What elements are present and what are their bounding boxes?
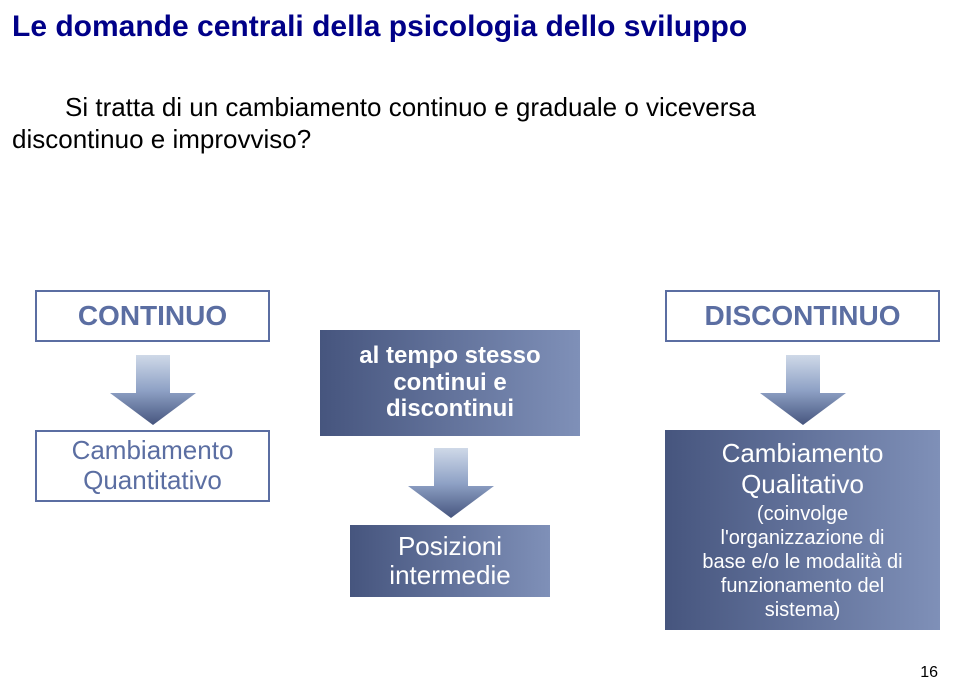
quant-line2: Quantitativo xyxy=(83,466,222,496)
middle-arrow-down-icon xyxy=(408,448,494,518)
qual-line4: l'organizzazione di xyxy=(721,526,885,550)
cambiamento-quantitativo-box: Cambiamento Quantitativo xyxy=(35,430,270,502)
continuo-label-box: CONTINUO xyxy=(35,290,270,342)
body-text-line1: Si tratta di un cambiamento continuo e g… xyxy=(65,92,756,123)
page-number: 16 xyxy=(920,664,938,682)
mid-bot-line1: Posizioni xyxy=(398,532,502,561)
al-tempo-stesso-box: al tempo stesso continui e discontinui xyxy=(320,330,580,436)
left-arrow-down-icon xyxy=(110,355,196,425)
right-arrow-down-icon xyxy=(760,355,846,425)
body-text-line2: discontinuo e improvviso? xyxy=(12,124,311,155)
qual-line3: (coinvolge xyxy=(757,502,848,526)
mid-top-line1: al tempo stesso xyxy=(359,343,540,369)
mid-top-line3: discontinui xyxy=(386,396,514,422)
quant-line1: Cambiamento xyxy=(72,436,234,466)
cambiamento-qualitativo-box: Cambiamento Qualitativo (coinvolge l'org… xyxy=(665,430,940,630)
mid-top-line2: continui e xyxy=(393,370,506,396)
page-title: Le domande centrali della psicologia del… xyxy=(12,10,747,44)
discontinuo-label-box: DISCONTINUO xyxy=(665,290,940,342)
qual-line7: sistema) xyxy=(765,598,841,622)
qual-line1: Cambiamento xyxy=(722,438,884,469)
mid-bot-line2: intermedie xyxy=(389,561,510,590)
qual-line5: base e/o le modalità di xyxy=(702,550,902,574)
qual-line6: funzionamento del xyxy=(721,574,884,598)
posizioni-intermedie-box: Posizioni intermedie xyxy=(350,525,550,597)
qual-line2: Qualitativo xyxy=(741,469,864,500)
